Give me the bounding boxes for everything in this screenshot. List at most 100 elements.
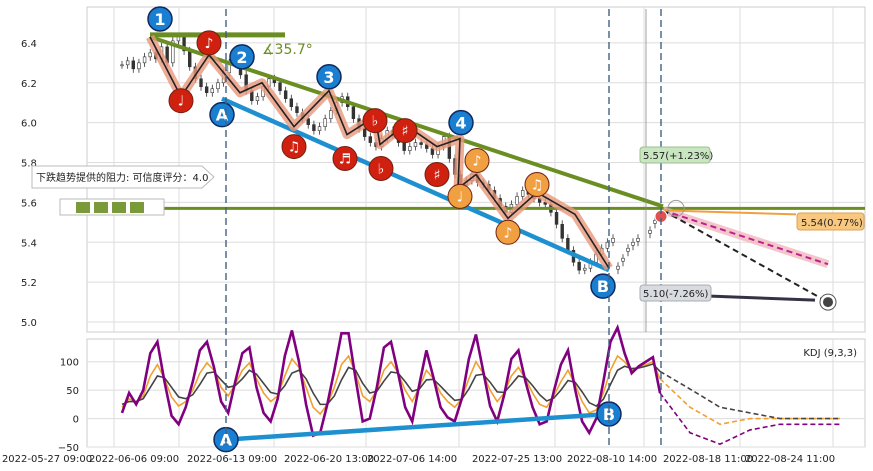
x-tick-label: 2022-06-13 09:00 <box>187 454 277 465</box>
wave-marker-label: 1 <box>154 10 165 29</box>
candle-body <box>289 98 294 107</box>
legend-icons <box>59 198 165 216</box>
music-note-glyph: ♪ <box>473 154 482 170</box>
svg-text:5.54(0.77%): 5.54(0.77%) <box>801 218 863 229</box>
music-note-glyph: ♯ <box>402 124 409 140</box>
candle-body <box>631 241 635 246</box>
y-tick-label: 5.0 <box>21 318 37 329</box>
x-tick-label: 2022-05-27 09:00 <box>2 454 92 465</box>
forecast-pink-line <box>662 209 829 266</box>
music-note-glyph: ♩ <box>457 189 464 205</box>
svg-text:5.57(+1.23%): 5.57(+1.23%) <box>643 151 713 162</box>
y-tick-label: 5.6 <box>21 198 37 209</box>
candle-body <box>204 86 209 94</box>
x-tick-label: 2022-08-10 14:00 <box>567 454 657 465</box>
forecast-orange-line <box>662 209 797 216</box>
y-tick-label: 50 <box>66 386 79 397</box>
target-label-3: 5.10(-7.26%) <box>639 284 712 302</box>
candle-body <box>560 224 564 239</box>
candle-body <box>636 237 640 242</box>
music-note-glyph: ♬ <box>339 152 352 168</box>
y-tick-label: 6.0 <box>21 119 37 130</box>
target-dot <box>823 297 833 308</box>
music-note-icon <box>196 30 222 56</box>
candle-body <box>616 265 620 270</box>
music-note-icon <box>524 171 550 197</box>
candle-body <box>125 60 130 66</box>
kdj-line-d <box>121 363 661 408</box>
music-note-glyph: ♯ <box>434 167 441 183</box>
candle-body <box>210 88 214 94</box>
candle-body <box>611 237 615 243</box>
wave-marker <box>448 109 474 136</box>
candle-body <box>142 56 147 64</box>
wave-marker-label: 4 <box>455 114 466 133</box>
music-note-icon <box>464 148 490 174</box>
candle-body <box>295 106 299 113</box>
price-overlays: 1 2 3 4 A B ♪ ♩ ♫ ♬ ♭ ♯ ♭ ♯ ♪ ♩ ♪ ♫ <box>87 6 865 311</box>
x-tick-label: 2022-07-06 14:00 <box>367 454 457 465</box>
music-note-glyph: ♭ <box>372 114 379 130</box>
kdj-divergence-line <box>225 411 610 442</box>
candle-body <box>648 230 652 234</box>
forecast-black-line <box>662 209 829 303</box>
wave-marker-label: A <box>216 106 229 125</box>
candle-body <box>419 142 423 145</box>
music-note-icon <box>495 219 521 245</box>
music-note-icon <box>368 156 394 182</box>
kdj-line-j <box>120 324 662 438</box>
svg-text:5.10(-7.26%): 5.10(-7.26%) <box>643 289 709 300</box>
price-y-axis: 6.4 6.2 6.0 5.8 5.6 5.4 5.2 5.0 <box>21 39 37 329</box>
x-tick-label: 2022-08-18 11:00 <box>663 454 753 465</box>
candle-body <box>521 190 525 197</box>
candle-body <box>362 128 367 137</box>
music-note-icon <box>447 183 473 209</box>
kdj-forecast-j <box>659 392 840 446</box>
y-tick-label: 5.4 <box>21 238 37 249</box>
wave-marker <box>229 44 255 70</box>
y-tick-label: 5.2 <box>21 278 37 289</box>
candle-body <box>131 60 135 70</box>
music-note-glyph: ♪ <box>504 225 513 241</box>
kdj-title: KDJ (9,3,3) <box>803 348 857 359</box>
candle-body <box>413 142 418 147</box>
target-label-2: 5.54(0.77%) <box>796 212 865 231</box>
candle-body <box>351 106 356 119</box>
candle-body <box>137 62 141 70</box>
wave-marker <box>147 6 173 32</box>
kdj-wave-marker-label: B <box>603 405 615 424</box>
kdj-lines <box>120 324 840 446</box>
music-note-icon <box>281 134 307 160</box>
current-price-ring <box>667 199 685 217</box>
y-tick-label: 5.8 <box>21 159 37 170</box>
y-tick-label: 0 <box>73 415 79 426</box>
candle-body <box>176 36 181 42</box>
candle-body <box>402 142 406 151</box>
wave-marker-label: B <box>597 277 609 296</box>
x-tick-label: 2022-06-06 09:00 <box>89 454 179 465</box>
kdj-line-k <box>121 354 661 416</box>
candle-body <box>255 96 260 102</box>
y-tick-label: 6.2 <box>21 79 37 90</box>
wave-marker <box>209 101 235 128</box>
wave-marker <box>590 273 616 299</box>
x-tick-label: 2022-06-20 13:00 <box>284 454 374 465</box>
candle-body <box>323 118 327 127</box>
candle-body <box>626 247 630 252</box>
candle-body <box>408 146 412 151</box>
downtrend-support-line <box>221 96 610 273</box>
music-note-icon <box>362 108 388 134</box>
music-note-glyph: ♫ <box>288 140 301 156</box>
x-tick-label: 2022-08-24 11:00 <box>745 454 835 465</box>
y-tick-label: −50 <box>58 443 79 454</box>
y-tick-label: 6.4 <box>21 39 37 50</box>
music-note-icon <box>168 88 194 114</box>
wave-marker <box>316 64 342 90</box>
candle-body <box>188 50 192 68</box>
kdj-forecast-d <box>659 370 840 420</box>
candle-body <box>148 52 152 58</box>
candle-body <box>199 78 203 88</box>
candle-body <box>566 237 570 251</box>
